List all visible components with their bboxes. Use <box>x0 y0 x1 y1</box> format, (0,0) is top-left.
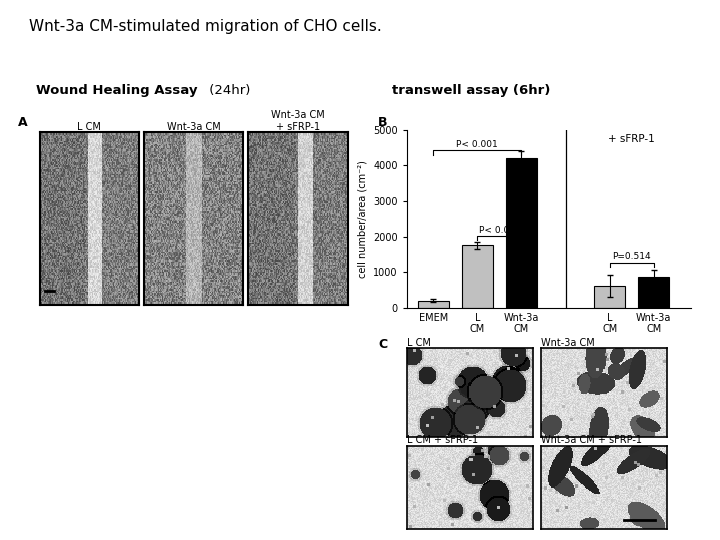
Title: L CM: L CM <box>77 122 102 132</box>
Text: Wound Healing Assay: Wound Healing Assay <box>36 84 197 97</box>
Text: L CM: L CM <box>407 338 431 348</box>
Title: Wnt-3a CM
+ sFRP-1: Wnt-3a CM + sFRP-1 <box>271 110 325 132</box>
Bar <box>594 286 625 308</box>
Text: P< 0.001: P< 0.001 <box>456 140 498 149</box>
Text: + sFRP-1: + sFRP-1 <box>608 134 655 144</box>
Text: Wnt-3a CM + sFRP-1: Wnt-3a CM + sFRP-1 <box>541 435 642 445</box>
Bar <box>639 277 669 308</box>
Bar <box>506 158 537 308</box>
Text: P< 0.001: P< 0.001 <box>479 226 521 235</box>
Bar <box>462 245 492 308</box>
Bar <box>418 301 449 308</box>
Y-axis label: cell number/area (cm⁻²): cell number/area (cm⁻²) <box>358 160 368 278</box>
Text: Wnt-3a CM: Wnt-3a CM <box>541 338 595 348</box>
Text: transwell assay (6hr): transwell assay (6hr) <box>392 84 551 97</box>
Text: P=0.514: P=0.514 <box>613 253 651 261</box>
Text: L CM + sFRP-1: L CM + sFRP-1 <box>407 435 478 445</box>
Text: C: C <box>378 338 387 350</box>
Text: Wnt-3a CM-stimulated migration of CHO cells.: Wnt-3a CM-stimulated migration of CHO ce… <box>29 19 382 34</box>
Text: B: B <box>378 116 387 129</box>
Title: Wnt-3a CM: Wnt-3a CM <box>167 122 220 132</box>
Text: A: A <box>18 116 27 129</box>
Text: (24hr): (24hr) <box>205 84 251 97</box>
